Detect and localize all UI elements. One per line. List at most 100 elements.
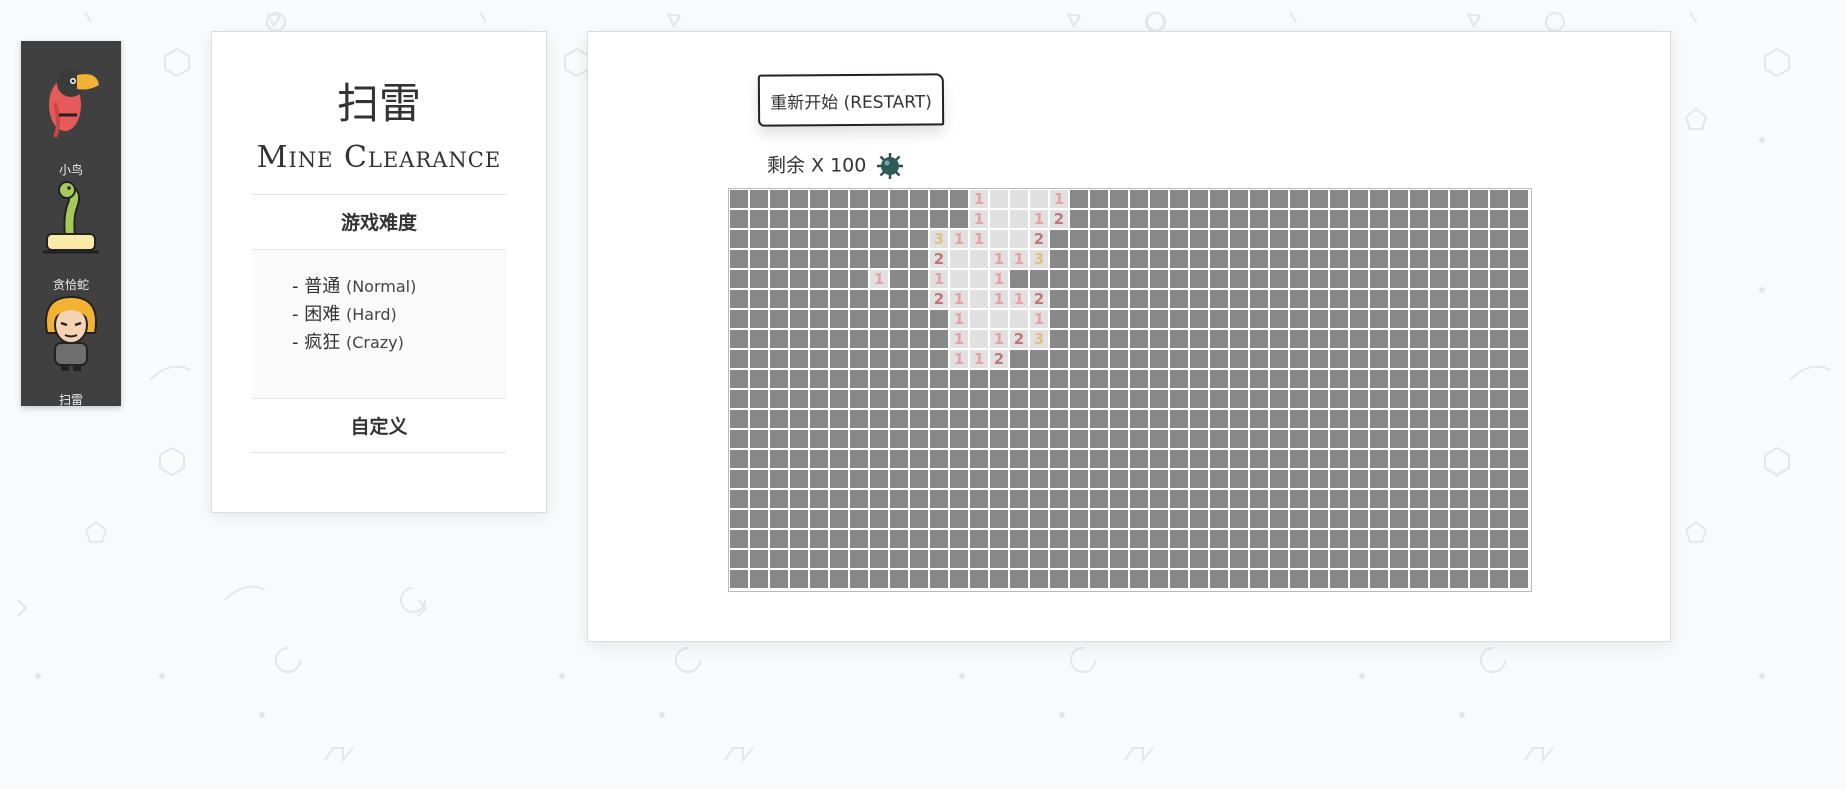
closed-cell[interactable] xyxy=(850,430,868,448)
closed-cell[interactable] xyxy=(770,530,788,548)
closed-cell[interactable] xyxy=(1290,250,1308,268)
closed-cell[interactable] xyxy=(1490,270,1508,288)
closed-cell[interactable] xyxy=(1470,290,1488,308)
closed-cell[interactable] xyxy=(1330,330,1348,348)
closed-cell[interactable] xyxy=(1370,430,1388,448)
closed-cell[interactable] xyxy=(1210,290,1228,308)
closed-cell[interactable] xyxy=(1450,290,1468,308)
closed-cell[interactable] xyxy=(770,510,788,528)
closed-cell[interactable] xyxy=(790,250,808,268)
closed-cell[interactable] xyxy=(1170,330,1188,348)
closed-cell[interactable] xyxy=(1150,490,1168,508)
closed-cell[interactable] xyxy=(930,470,948,488)
closed-cell[interactable] xyxy=(1210,410,1228,428)
closed-cell[interactable] xyxy=(1050,270,1068,288)
closed-cell[interactable] xyxy=(1330,550,1348,568)
closed-cell[interactable] xyxy=(1090,530,1108,548)
closed-cell[interactable] xyxy=(910,470,928,488)
closed-cell[interactable] xyxy=(1370,530,1388,548)
closed-cell[interactable] xyxy=(1090,510,1108,528)
closed-cell[interactable] xyxy=(1470,530,1488,548)
closed-cell[interactable] xyxy=(890,490,908,508)
closed-cell[interactable] xyxy=(1210,310,1228,328)
closed-cell[interactable] xyxy=(1130,550,1148,568)
closed-cell[interactable] xyxy=(1370,310,1388,328)
closed-cell[interactable] xyxy=(890,310,908,328)
closed-cell[interactable] xyxy=(830,510,848,528)
closed-cell[interactable] xyxy=(890,350,908,368)
closed-cell[interactable] xyxy=(790,470,808,488)
closed-cell[interactable] xyxy=(910,530,928,548)
closed-cell[interactable] xyxy=(830,550,848,568)
closed-cell[interactable] xyxy=(1490,350,1508,368)
closed-cell[interactable] xyxy=(1470,190,1488,208)
closed-cell[interactable] xyxy=(1410,570,1428,588)
closed-cell[interactable] xyxy=(1010,570,1028,588)
closed-cell[interactable] xyxy=(870,550,888,568)
closed-cell[interactable] xyxy=(1050,430,1068,448)
closed-cell[interactable] xyxy=(1370,290,1388,308)
closed-cell[interactable] xyxy=(1110,210,1128,228)
closed-cell[interactable] xyxy=(1510,510,1528,528)
closed-cell[interactable] xyxy=(730,370,748,388)
closed-cell[interactable] xyxy=(810,230,828,248)
closed-cell[interactable] xyxy=(910,290,928,308)
closed-cell[interactable] xyxy=(1430,410,1448,428)
closed-cell[interactable] xyxy=(1490,570,1508,588)
closed-cell[interactable] xyxy=(1350,510,1368,528)
closed-cell[interactable] xyxy=(810,490,828,508)
closed-cell[interactable] xyxy=(950,570,968,588)
closed-cell[interactable] xyxy=(1470,470,1488,488)
closed-cell[interactable] xyxy=(1210,370,1228,388)
closed-cell[interactable] xyxy=(1090,430,1108,448)
closed-cell[interactable] xyxy=(730,230,748,248)
dock-item-bird[interactable]: 小鸟 xyxy=(21,63,121,177)
restart-button[interactable]: 重新开始 (RESTART) xyxy=(757,73,945,127)
closed-cell[interactable] xyxy=(1210,510,1228,528)
closed-cell[interactable] xyxy=(990,510,1008,528)
closed-cell[interactable] xyxy=(1290,490,1308,508)
closed-cell[interactable] xyxy=(1250,250,1268,268)
closed-cell[interactable] xyxy=(890,470,908,488)
closed-cell[interactable] xyxy=(890,550,908,568)
closed-cell[interactable] xyxy=(1490,250,1508,268)
closed-cell[interactable] xyxy=(810,570,828,588)
closed-cell[interactable] xyxy=(1070,350,1088,368)
closed-cell[interactable] xyxy=(1310,530,1328,548)
closed-cell[interactable] xyxy=(1510,410,1528,428)
closed-cell[interactable] xyxy=(1130,490,1148,508)
closed-cell[interactable] xyxy=(1350,550,1368,568)
closed-cell[interactable] xyxy=(930,510,948,528)
closed-cell[interactable] xyxy=(1350,350,1368,368)
closed-cell[interactable] xyxy=(870,290,888,308)
closed-cell[interactable] xyxy=(750,190,768,208)
closed-cell[interactable] xyxy=(790,230,808,248)
closed-cell[interactable] xyxy=(730,250,748,268)
closed-cell[interactable] xyxy=(730,310,748,328)
closed-cell[interactable] xyxy=(1210,550,1228,568)
closed-cell[interactable] xyxy=(890,430,908,448)
closed-cell[interactable] xyxy=(1230,470,1248,488)
closed-cell[interactable] xyxy=(1430,290,1448,308)
closed-cell[interactable] xyxy=(1130,230,1148,248)
closed-cell[interactable] xyxy=(790,210,808,228)
closed-cell[interactable] xyxy=(930,450,948,468)
closed-cell[interactable] xyxy=(1470,210,1488,228)
closed-cell[interactable] xyxy=(1450,190,1468,208)
closed-cell[interactable] xyxy=(1070,310,1088,328)
closed-cell[interactable] xyxy=(1430,450,1448,468)
closed-cell[interactable] xyxy=(1070,470,1088,488)
closed-cell[interactable] xyxy=(1390,510,1408,528)
closed-cell[interactable] xyxy=(750,430,768,448)
closed-cell[interactable] xyxy=(1350,570,1368,588)
closed-cell[interactable] xyxy=(1150,250,1168,268)
closed-cell[interactable] xyxy=(890,450,908,468)
closed-cell[interactable] xyxy=(750,510,768,528)
closed-cell[interactable] xyxy=(1450,550,1468,568)
closed-cell[interactable] xyxy=(1370,210,1388,228)
closed-cell[interactable] xyxy=(1310,410,1328,428)
closed-cell[interactable] xyxy=(1310,430,1328,448)
closed-cell[interactable] xyxy=(770,350,788,368)
closed-cell[interactable] xyxy=(910,310,928,328)
closed-cell[interactable] xyxy=(1070,210,1088,228)
